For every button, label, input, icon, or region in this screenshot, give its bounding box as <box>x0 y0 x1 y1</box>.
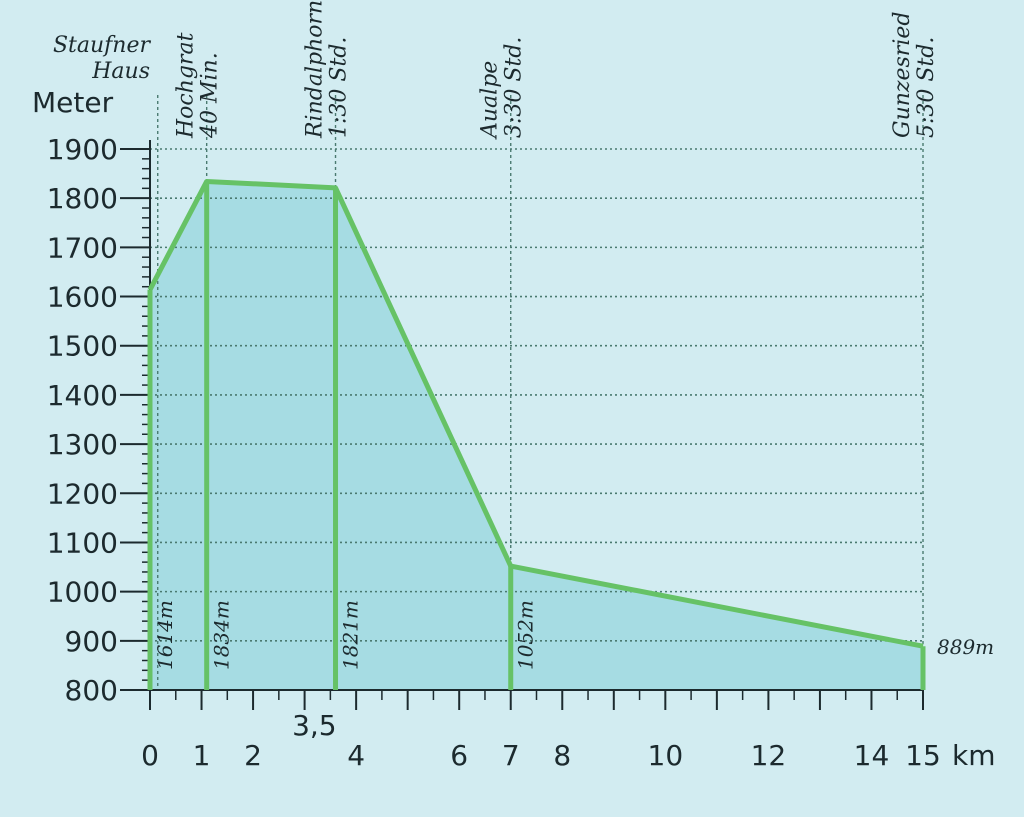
waypoint-time-4: 5:30 Std. <box>914 37 939 138</box>
y-tick-label-1300: 1300 <box>47 428 118 461</box>
x-tick-label-7: 7 <box>502 739 520 772</box>
x-tick-label-3,5: 3,5 <box>292 709 337 742</box>
y-tick-label-1700: 1700 <box>47 231 118 264</box>
waypoint-name-4: Gunzesried <box>890 12 915 138</box>
elevation-label-3: 1052m <box>514 600 538 670</box>
y-axis-title: Meter <box>32 86 114 119</box>
y-tick-label-800: 800 <box>65 674 118 707</box>
y-tick-label-900: 900 <box>65 625 118 658</box>
waypoint-name-0-line-0: Staufner <box>53 33 152 58</box>
x-tick-label-12: 12 <box>751 739 787 772</box>
y-tick-label-1600: 1600 <box>47 281 118 314</box>
elevation-label-2: 1821m <box>339 600 363 670</box>
grid-layer <box>150 95 924 690</box>
y-tick-label-1100: 1100 <box>47 526 118 559</box>
y-tick-label-1800: 1800 <box>47 182 118 215</box>
waypoint-name-1: Hochgrat <box>174 32 199 139</box>
waypoint-time-1: 40 Min. <box>198 52 223 139</box>
x-axis-unit: km <box>952 739 996 772</box>
profile-line-layer <box>147 178 926 690</box>
elevation-label-0: 1614m <box>153 600 177 670</box>
x-tick-label-6: 6 <box>450 739 468 772</box>
x-tick-label-8: 8 <box>553 739 571 772</box>
x-tick-label-10: 10 <box>648 739 684 772</box>
x-tick-label-2: 2 <box>244 739 262 772</box>
waypoint-name-0-line-1: Haus <box>91 59 150 84</box>
waypoint-name-2: Rindalphorn <box>303 0 328 139</box>
y-tick-label-1200: 1200 <box>47 477 118 510</box>
waypoint-time-3: 3:30 Std. <box>502 37 527 138</box>
elevation-label-4: 889m <box>937 635 994 659</box>
y-tick-label-1400: 1400 <box>47 379 118 412</box>
waypoint-name-3: Aualpe <box>478 61 503 140</box>
y-tick-label-1900: 1900 <box>47 133 118 166</box>
elevation-label-1: 1834m <box>210 600 234 670</box>
y-tick-label-1000: 1000 <box>47 576 118 609</box>
y-tick-label-1500: 1500 <box>47 330 118 363</box>
waypoint-time-2: 1:30 Std. <box>327 37 352 138</box>
x-tick-label-15: 15 <box>905 739 941 772</box>
x-tick-label-0: 0 <box>141 739 159 772</box>
profile-fill-area <box>150 181 923 690</box>
profile-line <box>147 178 924 649</box>
x-tick-label-1: 1 <box>193 739 211 772</box>
profile-area-layer <box>150 181 923 690</box>
label-layer: 8009001000110012001300140015001600170018… <box>32 0 996 772</box>
x-tick-label-4: 4 <box>347 739 365 772</box>
x-tick-label-14: 14 <box>854 739 890 772</box>
